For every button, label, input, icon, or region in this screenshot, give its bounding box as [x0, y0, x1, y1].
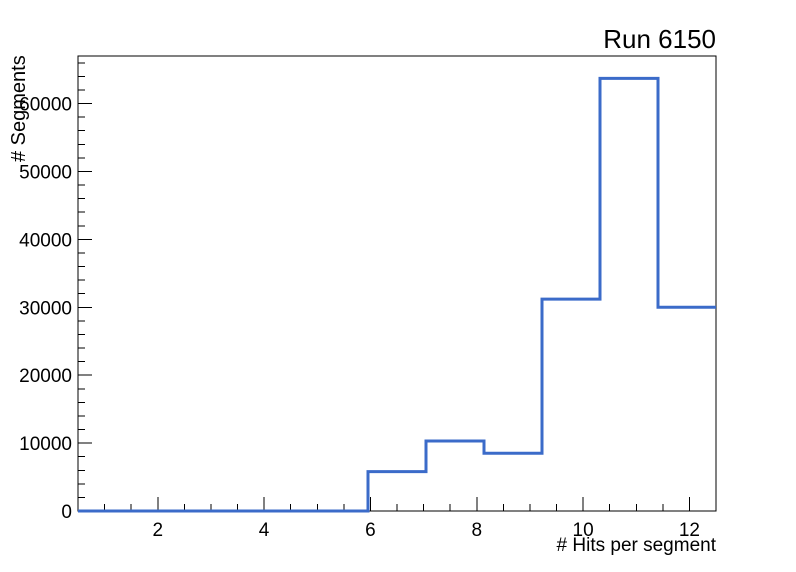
- y-tick-label: 40000: [19, 230, 72, 251]
- chart-title: Run 6150: [603, 24, 716, 54]
- y-tick-label: 60000: [19, 95, 72, 116]
- y-tick-label: 10000: [19, 434, 72, 455]
- x-axis-title: # Hits per segment: [556, 535, 716, 556]
- x-tick-label: 10: [573, 520, 594, 541]
- y-tick-label: 0: [61, 502, 72, 523]
- histogram-step-line: [78, 76, 716, 513]
- x-tick-label: 2: [152, 520, 163, 541]
- y-tick-label: 50000: [19, 162, 72, 183]
- y-axis-title: # Segments: [8, 55, 30, 162]
- y-tick-label: 30000: [19, 298, 72, 319]
- x-tick-label: 4: [259, 520, 270, 541]
- x-tick-label: 6: [365, 520, 376, 541]
- plot-frame: [77, 55, 717, 512]
- x-tick-label: 12: [679, 520, 700, 541]
- x-tick-label: 8: [471, 520, 482, 541]
- y-tick-label: 20000: [19, 366, 72, 387]
